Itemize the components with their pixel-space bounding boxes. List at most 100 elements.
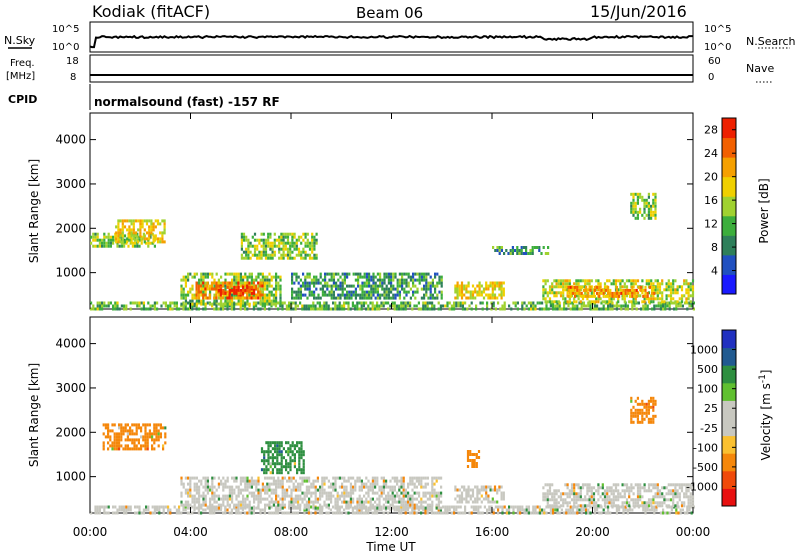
- data-cell: [559, 495, 563, 499]
- data-cell: [476, 485, 479, 489]
- data-cell: [595, 279, 598, 283]
- data-cell: [126, 447, 129, 451]
- data-cell: [471, 296, 475, 300]
- data-cell: [580, 307, 583, 311]
- data-cell: [233, 293, 236, 297]
- data-cell: [250, 494, 253, 498]
- data-cell: [124, 438, 127, 442]
- data-cell: [374, 482, 377, 486]
- data-cell: [202, 287, 205, 291]
- data-cell: [277, 503, 280, 507]
- data-cell: [271, 453, 274, 457]
- data-cell: [109, 444, 112, 448]
- data-cell: [126, 240, 129, 244]
- data-cell: [426, 506, 429, 510]
- data-cell: [557, 300, 560, 304]
- data-cell: [382, 497, 385, 501]
- data-cell: [109, 241, 112, 245]
- data-cell: [625, 501, 629, 505]
- data-cell: [159, 222, 162, 226]
- data-cell: [621, 297, 624, 301]
- data-cell: [251, 244, 254, 248]
- data-cell: [169, 511, 172, 515]
- data-cell: [247, 241, 250, 245]
- data-cell: [658, 504, 662, 508]
- data-cell: [374, 476, 377, 480]
- data-cell: [623, 483, 626, 487]
- data-cell: [296, 441, 299, 445]
- data-cell: [674, 504, 677, 508]
- data-cell: [372, 272, 375, 276]
- data-cell: [573, 492, 576, 496]
- data-cell: [354, 296, 357, 300]
- data-cell: [437, 503, 440, 507]
- data-cell: [628, 495, 631, 499]
- data-cell: [587, 304, 590, 308]
- data-cell: [656, 504, 659, 508]
- data-cell: [171, 307, 174, 311]
- data-cell: [634, 414, 637, 418]
- data-cell: [321, 479, 324, 483]
- data-cell: [213, 281, 216, 285]
- colorbar-tick-label: 100: [697, 383, 718, 396]
- data-cell: [249, 244, 252, 248]
- data-cell: [118, 447, 121, 451]
- data-cell: [297, 482, 300, 486]
- data-cell: [336, 508, 339, 512]
- data-cell: [277, 281, 280, 285]
- data-cell: [612, 495, 615, 499]
- data-cell: [204, 272, 207, 276]
- data-cell: [352, 293, 355, 297]
- data-cell: [427, 296, 430, 300]
- data-cell: [687, 486, 690, 490]
- data-cell: [634, 411, 637, 415]
- data-cell: [193, 508, 196, 512]
- data-cell: [617, 297, 620, 301]
- data-cell: [184, 500, 187, 504]
- data-cell: [636, 294, 640, 298]
- data-cell: [140, 235, 143, 239]
- data-cell: [650, 489, 653, 493]
- data-cell: [302, 232, 305, 236]
- data-cell: [311, 256, 314, 260]
- data-cell: [400, 511, 403, 515]
- data-cell: [466, 465, 470, 468]
- data-cell: [279, 296, 282, 300]
- data-cell: [551, 288, 554, 292]
- data-cell: [376, 287, 379, 291]
- data-cell: [458, 290, 461, 294]
- data-cell: [658, 288, 662, 292]
- data-cell: [272, 299, 275, 303]
- data-cell: [642, 508, 645, 512]
- data-cell: [132, 222, 135, 226]
- data-cell: [677, 511, 680, 515]
- data-cell: [280, 247, 283, 251]
- x-tick-label: 16:00: [475, 525, 510, 539]
- data-cell: [252, 307, 255, 311]
- data-cell: [152, 240, 155, 244]
- data-cell: [354, 307, 357, 311]
- data-cell: [339, 296, 342, 300]
- data-cell: [579, 492, 582, 496]
- data-cell: [316, 301, 319, 305]
- data-cell: [367, 479, 370, 483]
- data-cell: [402, 476, 405, 480]
- data-cell: [336, 497, 339, 501]
- data-cell: [283, 511, 286, 515]
- data-cell: [374, 287, 377, 291]
- colorbar-tick-label: 16: [704, 194, 718, 207]
- data-cell: [315, 238, 318, 242]
- data-cell: [316, 508, 319, 512]
- colorbar-segment: [722, 347, 736, 366]
- data-cell: [286, 247, 290, 251]
- data-cell: [198, 488, 201, 492]
- data-cell: [117, 222, 120, 226]
- data-cell: [325, 301, 328, 305]
- data-cell: [299, 296, 302, 300]
- data-cell: [606, 489, 609, 493]
- data-cell: [266, 278, 269, 282]
- data-cell: [544, 279, 547, 283]
- data-cell: [387, 287, 390, 291]
- data-cell: [303, 506, 306, 510]
- data-cell: [390, 272, 393, 276]
